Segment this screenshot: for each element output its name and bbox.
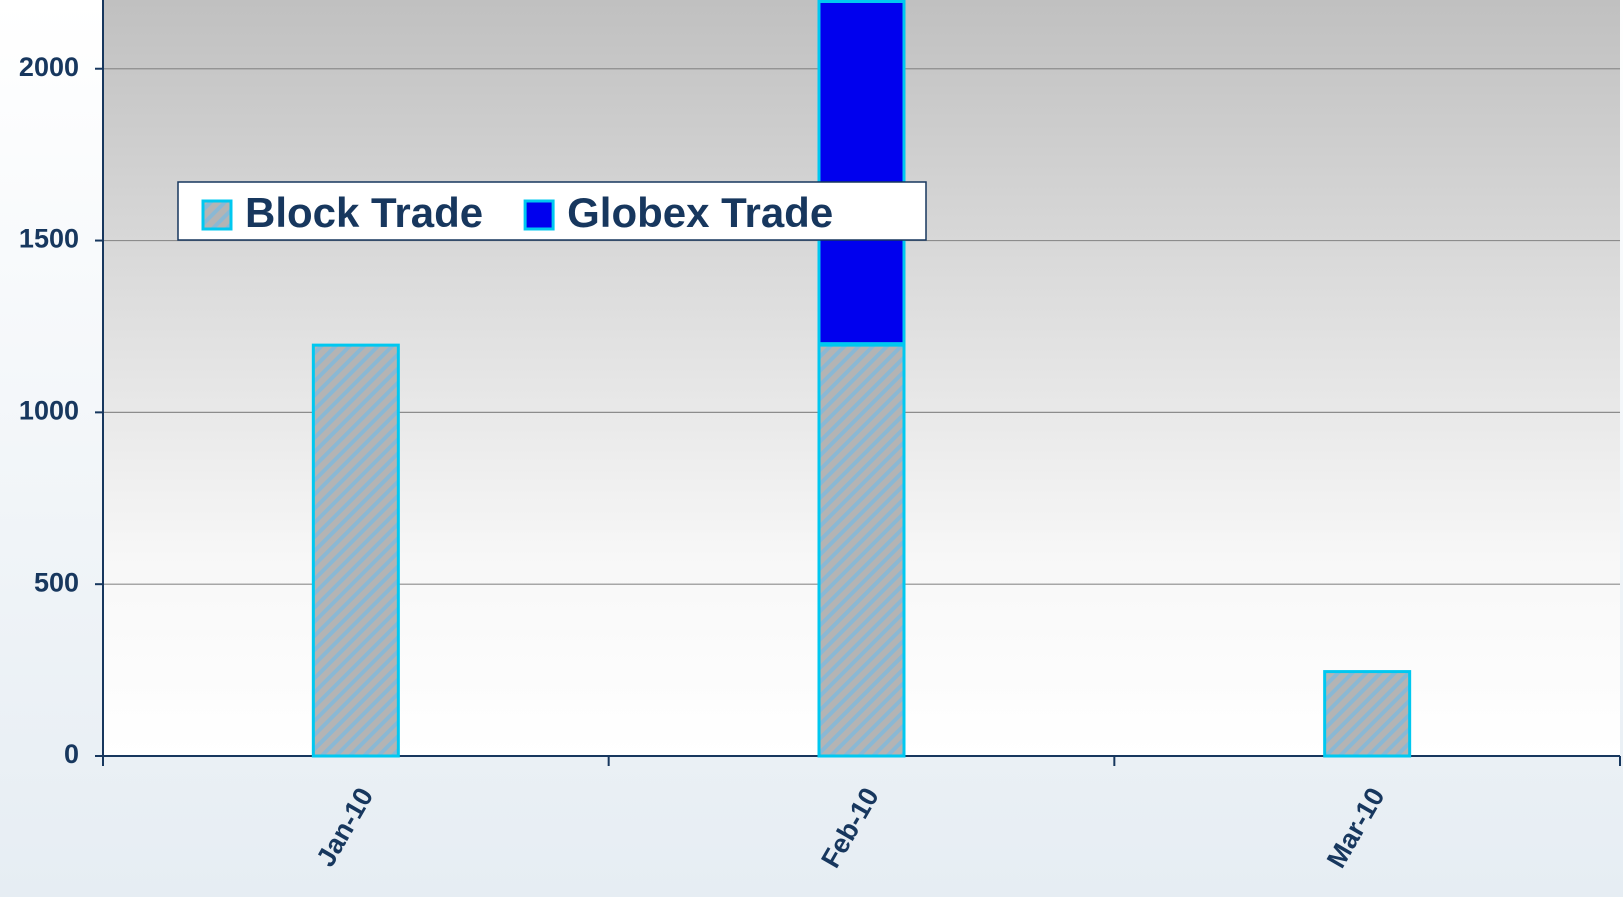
y-tick-label: 1000 bbox=[19, 395, 79, 425]
y-tick-label: 1500 bbox=[19, 224, 79, 254]
y-tick-label: 0 bbox=[64, 739, 79, 769]
bar bbox=[311, 343, 400, 758]
legend-swatch bbox=[523, 199, 555, 231]
legend-swatch bbox=[201, 199, 233, 231]
legend: Block Trade Globex Trade bbox=[177, 181, 927, 241]
bar bbox=[817, 0, 906, 346]
bar bbox=[817, 343, 906, 758]
bar bbox=[1323, 670, 1412, 758]
y-tick-label: 500 bbox=[34, 567, 79, 597]
legend-label: Globex Trade bbox=[567, 189, 833, 236]
y-tick-label: 2000 bbox=[19, 52, 79, 82]
legend-label: Block Trade bbox=[245, 189, 483, 236]
